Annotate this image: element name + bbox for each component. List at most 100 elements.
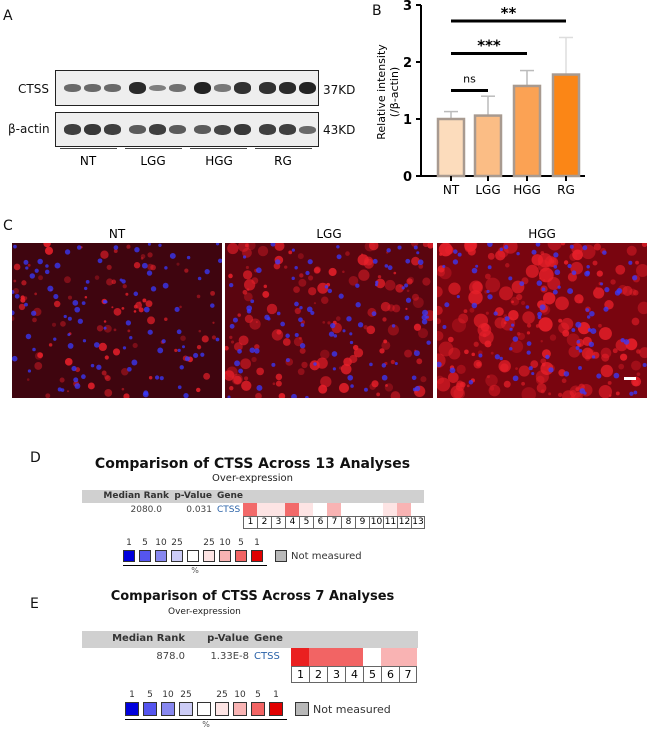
nucleus: [405, 297, 412, 303]
header-bar-e: Median Rank p-Value Gene: [82, 631, 418, 648]
heat-cell[interactable]: [399, 648, 417, 666]
nucleus: [545, 354, 550, 360]
heat-cell[interactable]: [257, 503, 271, 516]
median-rank-value: 2080.0: [130, 505, 163, 515]
red-signal: [196, 294, 201, 299]
nucleus: [471, 267, 478, 274]
heat-cell[interactable]: [313, 503, 327, 516]
red-signal: [593, 243, 601, 251]
red-signal: [201, 335, 209, 343]
red-signal: [27, 263, 31, 267]
red-signal: [558, 322, 570, 334]
nucleus: [77, 318, 83, 324]
heat-cell[interactable]: [327, 648, 345, 666]
header-bar-d: Median Rank p-Value Gene: [82, 490, 424, 503]
nucleus: [511, 323, 515, 327]
red-signal: [257, 245, 269, 257]
legend-item: 1: [123, 538, 135, 562]
nucleus: [404, 283, 409, 288]
group-label: NT: [79, 154, 97, 168]
heat-cell[interactable]: [291, 648, 309, 666]
nucleus: [313, 362, 317, 366]
red-signal: [104, 389, 113, 397]
gene-link[interactable]: CTSS: [254, 651, 280, 662]
red-signal: [123, 393, 130, 398]
heat-cell[interactable]: [327, 503, 341, 516]
red-signal: [180, 335, 186, 341]
significance-label: ***: [477, 36, 501, 54]
red-signal: [32, 317, 37, 323]
red-signal: [142, 298, 147, 303]
red-signal: [575, 387, 580, 392]
red-signal: [87, 382, 95, 390]
heat-cell[interactable]: [299, 503, 313, 516]
nucleus: [571, 328, 576, 333]
micrograph-nt: [12, 243, 222, 398]
group-label: HGG: [205, 154, 233, 168]
blot-band: [259, 124, 276, 135]
legend-swatch: [125, 702, 139, 716]
red-signal: [244, 314, 254, 324]
red-signal: [340, 363, 352, 375]
red-signal: [275, 380, 282, 387]
nucleus: [232, 317, 238, 323]
analysis-number: 11: [383, 516, 397, 529]
heat-cell[interactable]: [355, 503, 369, 516]
legend-number: 10: [155, 538, 167, 548]
blot-band: [214, 124, 231, 135]
red-signal: [335, 316, 341, 321]
nucleus: [34, 268, 39, 273]
heat-cell[interactable]: [345, 648, 363, 666]
heat-cell[interactable]: [381, 648, 399, 666]
nucleus: [25, 266, 29, 270]
nucleus: [535, 243, 541, 247]
legend-number: 10: [219, 538, 231, 548]
group-line: [125, 148, 182, 149]
heat-cell[interactable]: [341, 503, 355, 516]
scale-bar: [624, 377, 636, 380]
gene-link[interactable]: CTSS: [217, 505, 241, 515]
heat-cell[interactable]: [243, 503, 257, 516]
heat-cell[interactable]: [383, 503, 397, 516]
red-signal: [535, 375, 545, 385]
nucleus: [384, 264, 389, 268]
red-signal: [521, 300, 526, 306]
nucleus: [590, 328, 597, 335]
nucleus: [600, 282, 604, 286]
red-signal: [34, 362, 43, 370]
red-signal: [37, 352, 44, 359]
analysis-number: 5: [363, 666, 381, 683]
red-signal: [530, 360, 539, 369]
blot-band: [259, 82, 276, 94]
legend-d: 1 5 10 25 25 10 5 1 Not measured%: [123, 538, 362, 575]
red-signal: [631, 360, 641, 371]
red-signal: [13, 263, 21, 271]
nucleus: [493, 311, 498, 316]
heat-cell[interactable]: [369, 503, 383, 516]
nucleus: [405, 258, 411, 264]
heat-cell[interactable]: [271, 503, 285, 516]
nucleus: [256, 384, 263, 391]
red-signal: [229, 385, 234, 391]
legend-item: 10: [155, 538, 167, 562]
heat-cell[interactable]: [309, 648, 327, 666]
y-axis-label: Relative intensity(/β-actin): [375, 44, 401, 140]
blot-band: [279, 124, 296, 135]
legend-item: 25: [215, 690, 229, 716]
nucleus: [285, 333, 290, 339]
nucleus: [294, 266, 298, 270]
x-tick-label: NT: [443, 183, 460, 197]
legend-number: 25: [216, 690, 228, 700]
micro-label-hgg: HGG: [528, 227, 556, 241]
nucleus: [397, 245, 402, 250]
panel-label-e: E: [30, 596, 39, 612]
heat-cell[interactable]: [397, 503, 411, 516]
red-signal: [487, 252, 495, 260]
heat-cell[interactable]: [411, 503, 425, 516]
heatmap-d: [243, 503, 425, 516]
heat-cell[interactable]: [363, 648, 381, 666]
legend-item: [197, 690, 211, 716]
heat-cell[interactable]: [285, 503, 299, 516]
red-signal: [345, 251, 350, 256]
